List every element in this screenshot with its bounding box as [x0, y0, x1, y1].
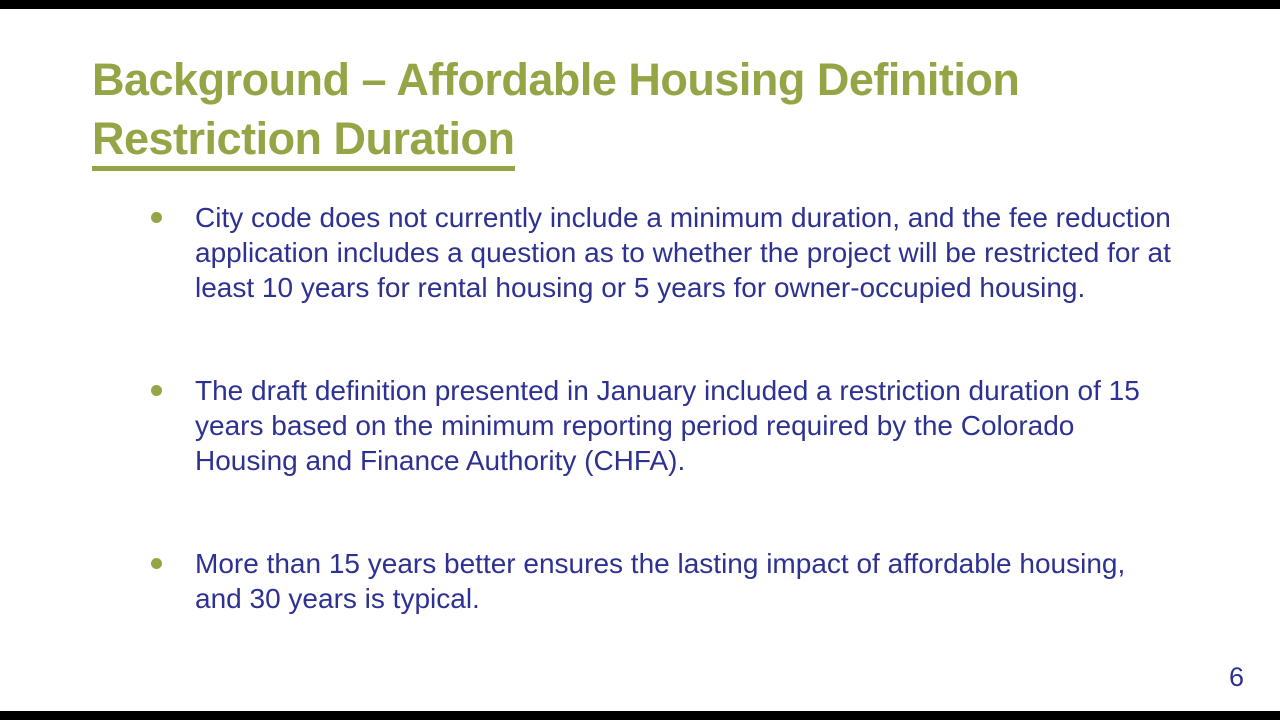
slide-title-line1: Background – Affordable Housing Definiti…: [92, 54, 1020, 105]
bullet-text: The draft definition presented in Januar…: [195, 375, 1140, 476]
bullet-item-draft-definition: The draft definition presented in Januar…: [94, 373, 1172, 478]
letterbox-top-bar: [0, 0, 1280, 9]
slide-title-line2-underlined: Restriction Duration: [92, 114, 515, 171]
bullet-text: City code does not currently include a m…: [195, 202, 1171, 303]
page-number: 6: [1228, 662, 1244, 692]
bullet-item-city-code: City code does not currently include a m…: [94, 200, 1172, 305]
bullet-list: City code does not currently include a m…: [94, 200, 1172, 684]
bullet-dot-icon: [151, 558, 162, 569]
bullet-text: More than 15 years better ensures the la…: [195, 548, 1126, 614]
bullet-dot-icon: [151, 385, 162, 396]
slide-title: Background – Affordable Housing Definiti…: [92, 50, 1212, 171]
bullet-dot-icon: [151, 212, 162, 223]
bullet-item-more-than-15-years: More than 15 years better ensures the la…: [94, 546, 1172, 616]
letterbox-bottom-bar: [0, 711, 1280, 720]
